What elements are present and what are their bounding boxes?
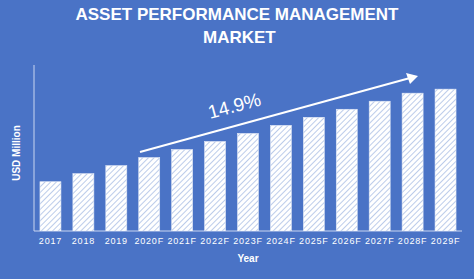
x-tick-label: 2026F	[332, 236, 362, 246]
annotation: 14.9%	[206, 89, 264, 123]
bar	[205, 141, 226, 231]
bar	[139, 158, 160, 231]
background	[0, 0, 474, 279]
x-tick-label: 2029F	[431, 236, 461, 246]
chart: ASSET PERFORMANCE MANAGEMENT MARKET 2017 2…	[0, 0, 474, 279]
bar	[73, 174, 94, 231]
bar	[369, 101, 390, 231]
bar	[270, 125, 291, 231]
bar	[435, 89, 456, 231]
x-tick-label: 2022F	[200, 236, 230, 246]
x-axis-label: Year	[237, 253, 258, 264]
x-tick-label: 2025F	[299, 236, 329, 246]
bar	[172, 150, 193, 231]
x-tick-label: 2020F	[134, 236, 164, 246]
bar	[106, 166, 127, 231]
x-tick-label: 2028F	[398, 236, 428, 246]
x-tick-label: 2018	[72, 236, 95, 246]
title-line: ASSET PERFORMANCE MANAGEMENT	[75, 5, 399, 24]
x-tick-label: 2021F	[167, 236, 197, 246]
x-tick-label: 2019	[105, 236, 128, 246]
x-tick-label: 2024F	[266, 236, 296, 246]
title-line: MARKET	[198, 28, 276, 47]
bar	[303, 117, 324, 231]
y-axis-label: USD Million	[11, 125, 22, 181]
title: ASSET PERFORMANCE MANAGEMENT MARKET	[75, 5, 399, 47]
x-tick-label: 2023F	[233, 236, 263, 246]
x-tick-label: 2017	[39, 236, 62, 246]
bars	[40, 89, 456, 231]
bar	[402, 93, 423, 231]
arrow-head	[406, 73, 418, 84]
x-tick-label: 2027F	[365, 236, 395, 246]
bar	[336, 109, 357, 231]
trend-arrow	[140, 78, 410, 152]
y-axis	[34, 65, 35, 231]
bar	[40, 182, 61, 231]
bar	[238, 133, 259, 231]
